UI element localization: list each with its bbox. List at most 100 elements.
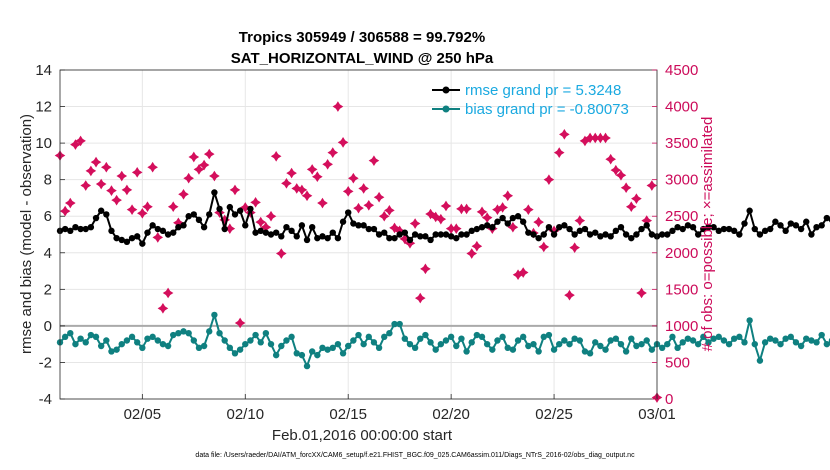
y-tick-label: 2 [44,281,52,298]
rmse-point [82,225,89,233]
rmse-point [123,238,131,246]
bias-point [396,320,403,328]
x-tick-label: 02/10 [227,406,265,423]
bias-point [391,320,398,328]
obs-count-marker [106,185,117,196]
obs-count-marker [131,167,143,178]
bias-point [648,346,656,353]
legend-bias-label: bias grand pr = -0.80073 [465,101,629,118]
rmse-point [226,203,234,211]
obs-count-marker [209,170,220,182]
rmse-point [396,231,403,238]
y-tick-label: 12 [35,99,52,116]
bias-point [72,340,79,348]
rmse-point [499,214,506,222]
bias-point [664,340,671,348]
obs-count-marker [384,205,395,216]
obs-count-marker [461,203,472,215]
rmse-point [375,231,383,238]
obs-count-marker [147,161,158,173]
rmse-point [731,227,738,235]
rmse-point [767,225,774,233]
rmse-point [334,234,342,242]
rmse-point [128,234,136,242]
rmse-point [360,222,367,229]
bias-point [144,335,151,342]
bias-point [576,337,583,344]
bias-point [525,342,532,350]
x-tick-label: 02/20 [432,406,470,423]
bias-point [607,337,614,344]
right-tick-label: 4500 [665,62,698,79]
bias-point [581,348,589,355]
rmse-point [391,234,398,242]
legend-bias-marker [442,105,450,113]
rmse-point [216,205,223,213]
rmse-point [175,223,182,231]
bias-point [530,340,537,348]
rmse-point [211,189,218,196]
obs-count-marker [620,182,632,194]
bias-point [272,351,280,359]
rmse-point [319,233,326,240]
bias-point [818,331,825,339]
bias-point [458,335,465,342]
obs-count-marker [183,172,194,184]
bias-point [700,333,707,341]
obs-count-marker [559,129,570,140]
obs-count-marker [296,184,308,196]
rmse-point [206,211,213,218]
right-axis-label: # of obs: o=possible; ×=assimilated [699,117,716,352]
obs-count-marker [569,242,580,253]
bias-point [803,335,810,342]
obs-count-marker [605,153,616,165]
obs-count-marker [152,232,164,243]
rmse-point [571,231,578,238]
rmse-point [648,231,656,238]
bias-point [808,337,815,344]
obs-count-marker [373,191,385,203]
right-tick-label: 500 [665,354,690,371]
bias-point [103,337,110,344]
bias-point [288,333,295,341]
rmse-point [633,231,640,238]
obs-count-marker [59,205,71,217]
obs-count-marker [85,165,97,177]
rmse-point [725,225,733,233]
bias-point [535,348,542,355]
obs-count-marker [378,210,390,222]
bias-point [411,344,419,352]
bias-point [473,331,481,339]
bias-point [777,340,784,348]
bias-point [489,346,496,353]
x-tick-label: 02/05 [124,406,162,423]
obs-count-marker [178,188,189,200]
obs-count-marker [203,148,215,160]
rmse-point [97,207,105,214]
obs-count-marker [353,202,364,214]
rmse-point [468,227,475,235]
rmse-point [808,231,815,238]
bias-point [823,340,830,348]
bias-point [303,362,311,370]
obs-count-marker [435,213,447,225]
bias-point [772,337,779,344]
obs-count-marker [275,248,287,259]
bias-point [478,333,486,341]
bias-point [170,331,177,339]
bias-point [813,339,820,346]
bias-series [56,311,830,370]
rmse-point [586,231,594,238]
rmse-point [561,222,568,229]
obs-count-marker [543,174,555,185]
bias-point [190,337,198,344]
bias-point [792,339,800,346]
rmse-point [509,214,517,222]
bias-point [566,340,573,348]
bias-point [175,330,182,337]
rmse-point [417,233,424,240]
obs-count-marker [234,317,246,329]
rmse-point [489,223,496,231]
obs-count-marker [481,212,493,223]
